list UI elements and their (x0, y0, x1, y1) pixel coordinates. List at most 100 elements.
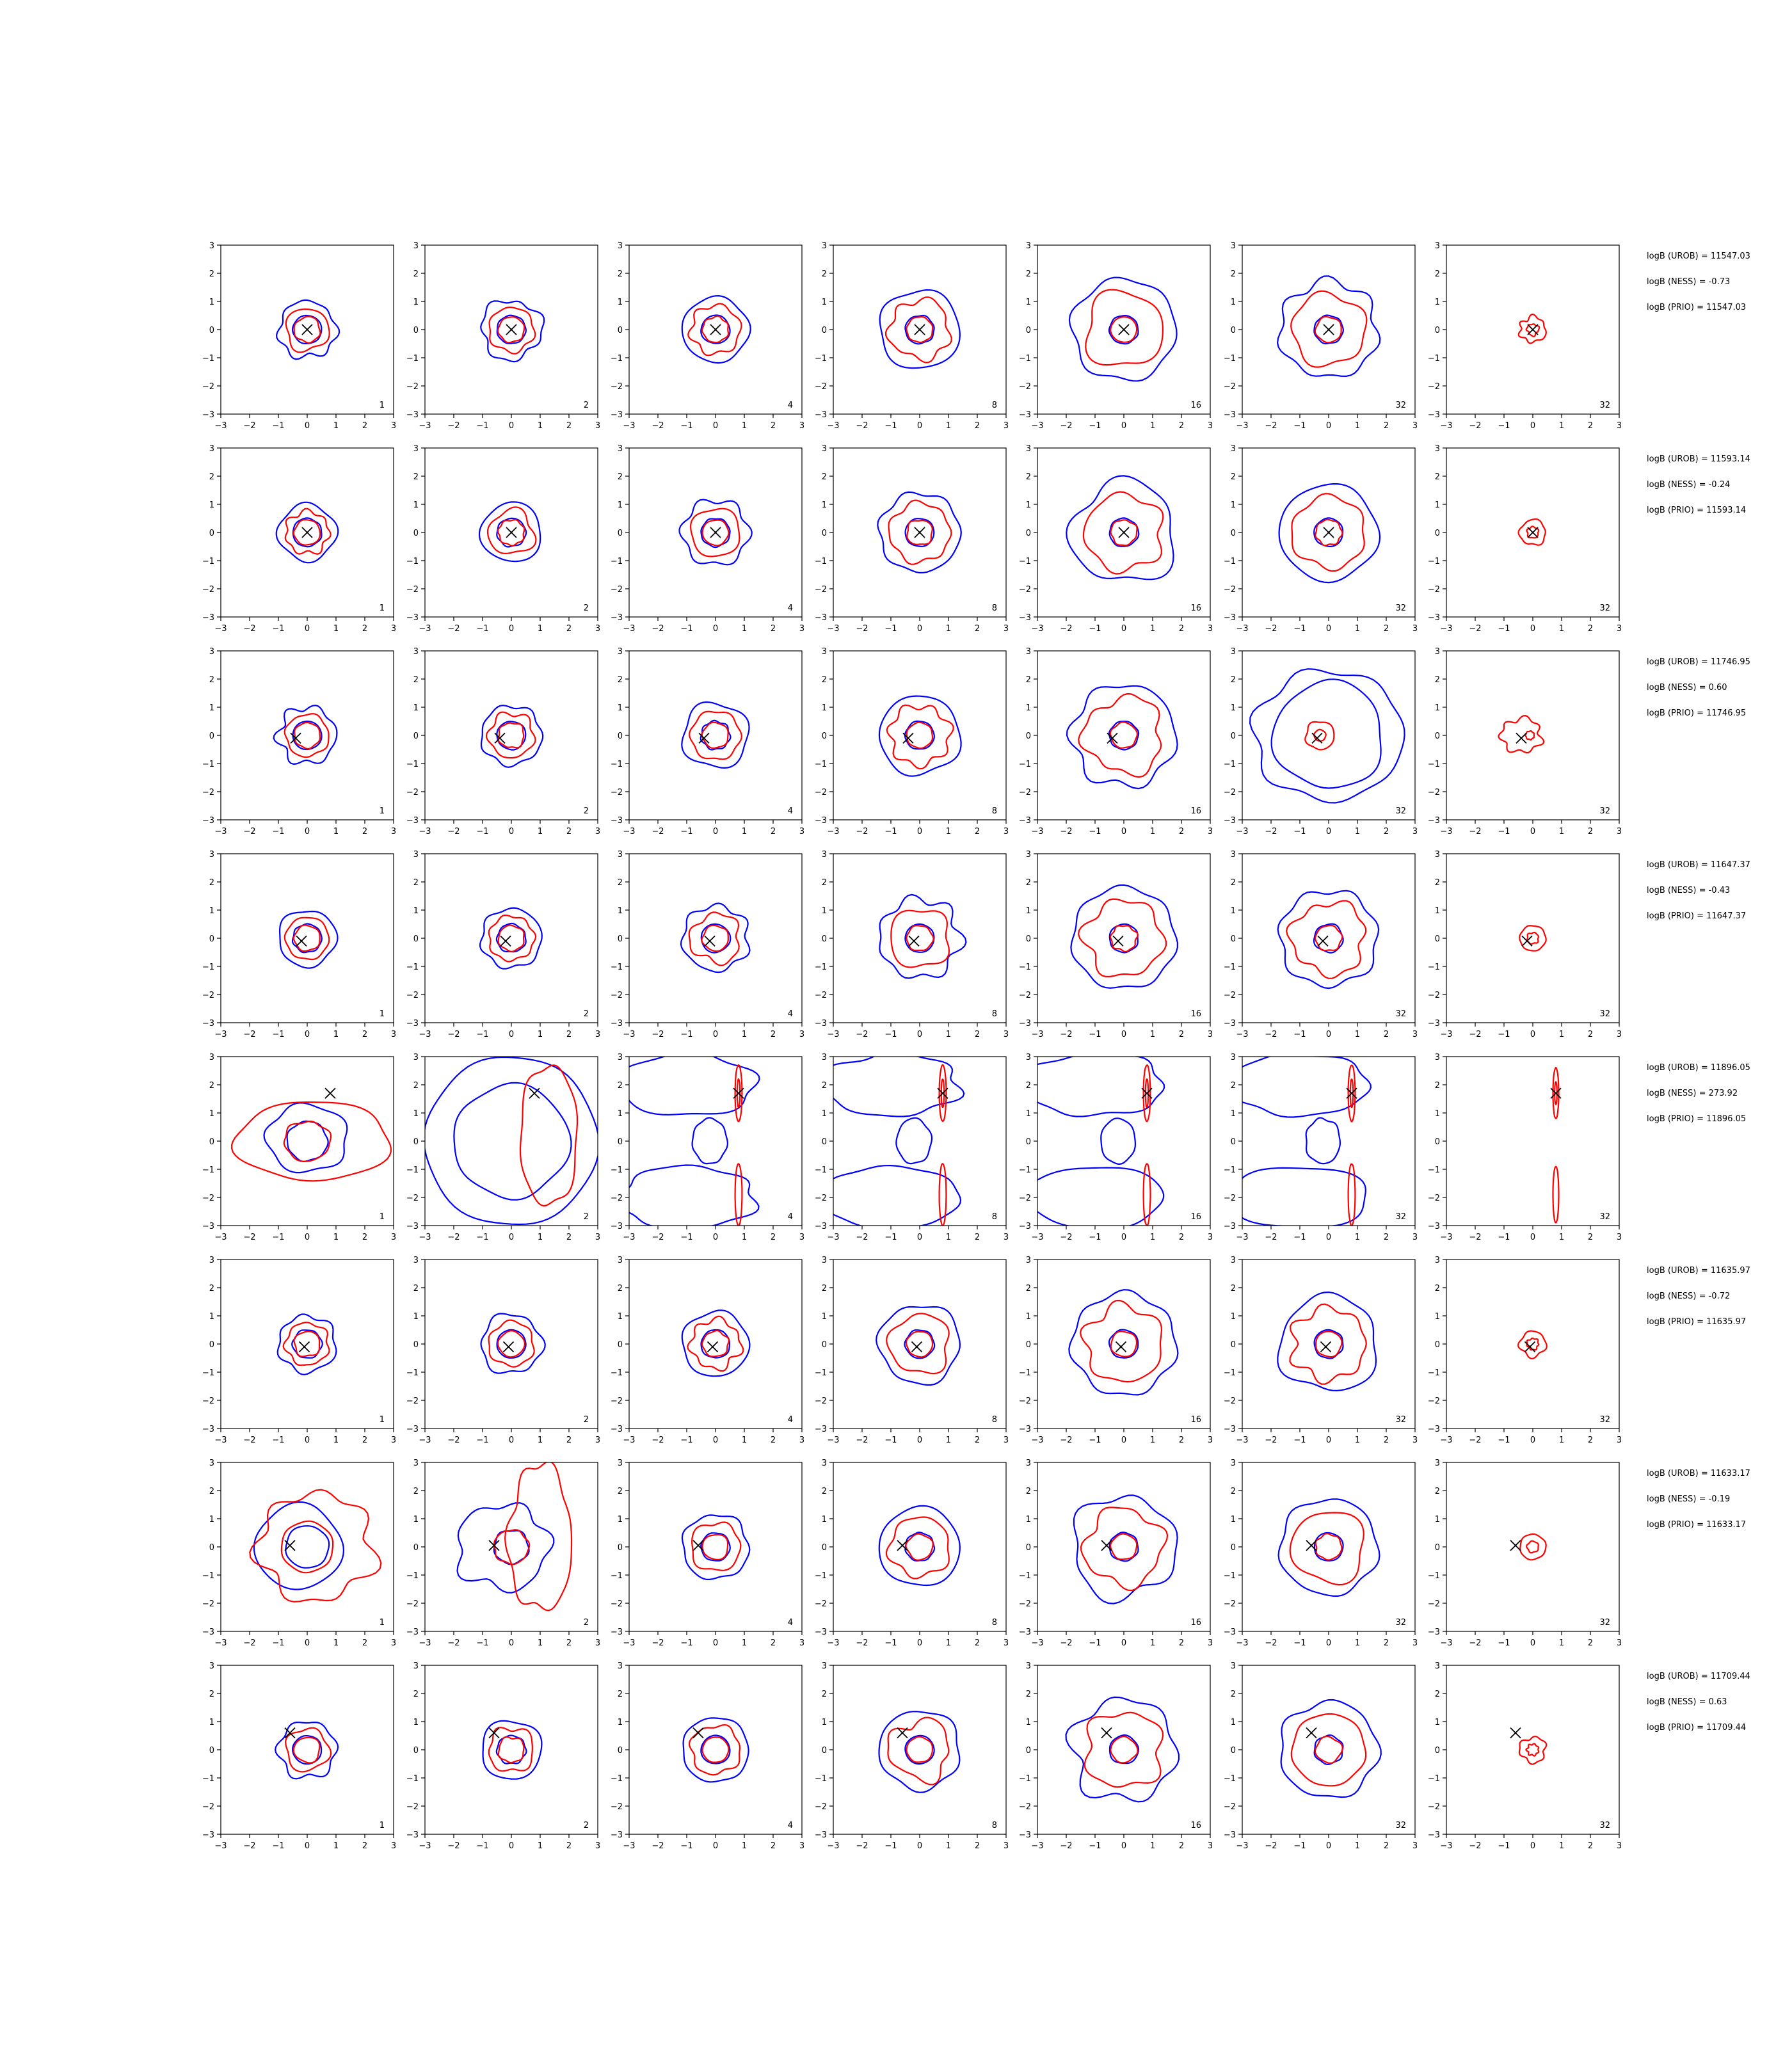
y-tick-label: −2 (611, 382, 623, 392)
x-tick-label: −3 (1236, 421, 1248, 431)
x-tick-label: −1 (272, 1233, 284, 1242)
red-contour (293, 316, 321, 344)
x-tick-label: −1 (884, 1233, 897, 1242)
x-tick-label: 1 (538, 1233, 543, 1242)
x-tick-label: 3 (595, 624, 600, 634)
red-contour (701, 1736, 730, 1763)
y-tick-label: 2 (1026, 1690, 1031, 1699)
subplot-label: 32 (1395, 604, 1406, 613)
subplot-r5-c3: −3 −2 −1 0 1 2 3 −3 −2 −1 0 1 2 3 4 (611, 1053, 804, 1242)
x-tick-label: 2 (1179, 421, 1184, 431)
y-tick-label: 2 (1435, 472, 1440, 482)
y-tick-label: 0 (1026, 934, 1031, 944)
x-tick-label: −1 (884, 1638, 897, 1648)
y-tick-label: −3 (611, 1628, 623, 1637)
blue-contour (700, 1734, 731, 1764)
x-tick-label: 3 (1004, 827, 1009, 836)
x-tick-label: 3 (1004, 1233, 1009, 1242)
x-tick-label: −1 (1498, 421, 1510, 431)
x-tick-label: 2 (566, 624, 572, 634)
blue-contour (292, 720, 323, 751)
blue-contour (456, 1502, 555, 1594)
blue-contour (1313, 1532, 1344, 1562)
logb-annotation: logB (NESS) = -0.72 (1647, 1292, 1731, 1301)
subplot-r8-c7: −3 −2 −1 0 1 2 3 −3 −2 −1 0 1 2 3 32 (1428, 1661, 1622, 1851)
red-contour (1142, 1163, 1151, 1226)
y-tick-label: 1 (1231, 1718, 1236, 1727)
x-tick-label: 2 (1384, 1436, 1389, 1445)
red-contour (283, 1120, 332, 1162)
y-tick-label: −3 (1428, 816, 1440, 826)
y-tick-label: −2 (406, 1802, 419, 1812)
blue-contour (878, 1505, 961, 1587)
blue-contour (1277, 1291, 1377, 1392)
y-tick-label: 3 (618, 1661, 623, 1671)
contour-lines (681, 294, 751, 364)
y-tick-label: −2 (815, 585, 827, 595)
y-tick-label: −2 (1019, 382, 1031, 392)
logb-annotation: logB (NESS) = -0.73 (1647, 277, 1731, 287)
contour-lines (681, 1309, 751, 1377)
red-contour (701, 924, 729, 952)
y-tick-label: 3 (209, 1053, 214, 1062)
y-tick-label: 0 (1026, 1746, 1031, 1756)
y-tick-label: 2 (618, 675, 623, 685)
axes-frame (1037, 1056, 1211, 1226)
x-tick-label: 0 (509, 1030, 514, 1039)
cross-marker (298, 1341, 310, 1353)
axes-frame (833, 650, 1007, 820)
y-tick-label: 2 (1231, 1690, 1236, 1699)
x-tick-label: 3 (1617, 1638, 1622, 1648)
cross-marker (733, 1087, 744, 1099)
axes-frame (1242, 1665, 1416, 1835)
subplot-label: 32 (1599, 1618, 1610, 1628)
y-tick-label: 1 (1026, 1515, 1031, 1524)
cross-marker (1527, 324, 1539, 335)
x-tick-label: 2 (362, 1030, 367, 1039)
logb-annotation: logB (PRIO) = 11647.37 (1647, 911, 1747, 921)
red-contour (1289, 1303, 1367, 1385)
x-tick-label: −2 (243, 1030, 255, 1039)
x-tick-label: −3 (623, 421, 635, 431)
x-tick-label: −3 (1440, 421, 1452, 431)
y-tick-label: 3 (1026, 444, 1031, 454)
x-tick-label: −1 (272, 624, 284, 634)
y-tick-label: −1 (815, 1774, 827, 1784)
x-tick-label: −3 (419, 827, 431, 836)
x-tick-label: 1 (1559, 421, 1564, 431)
red-contour (504, 1462, 573, 1612)
y-tick-label: −2 (1428, 1194, 1440, 1203)
cross-marker (1510, 1540, 1521, 1551)
y-tick-label: −1 (406, 557, 419, 566)
x-tick-label: 0 (1326, 624, 1331, 634)
y-tick-label: 1 (413, 703, 419, 713)
red-contour (1078, 692, 1162, 778)
red-contour (1347, 1163, 1356, 1226)
y-tick-label: −1 (611, 557, 623, 566)
x-tick-label: 1 (1150, 1638, 1155, 1648)
x-tick-label: 1 (742, 1436, 747, 1445)
subplot-label: 16 (1190, 1821, 1201, 1830)
subplot-r4-c2: −3 −2 −1 0 1 2 3 −3 −2 −1 0 1 2 3 2 (406, 850, 600, 1039)
blue-contour (425, 1057, 598, 1226)
subplot-r6-c3: −3 −2 −1 0 1 2 3 −3 −2 −1 0 1 2 3 4 (611, 1256, 804, 1445)
cross-marker (324, 1087, 336, 1099)
cross-marker (296, 935, 307, 947)
y-tick-label: 2 (209, 472, 214, 482)
x-tick-label: 0 (1326, 1233, 1331, 1242)
subplot-label: 4 (788, 1009, 793, 1019)
y-tick-label: −3 (1224, 1019, 1236, 1028)
red-contour (497, 1736, 525, 1764)
y-tick-label: 1 (618, 703, 623, 713)
y-tick-label: −3 (406, 1425, 419, 1434)
y-tick-label: −1 (202, 963, 214, 972)
subplot-label: 8 (992, 1821, 997, 1830)
x-tick-label: −1 (272, 421, 284, 431)
y-tick-label: 1 (1026, 298, 1031, 307)
contour-lines (1073, 1494, 1178, 1604)
subplot-label: 4 (788, 1821, 793, 1830)
blue-contour (879, 289, 961, 369)
red-contour (906, 1736, 933, 1763)
y-tick-label: 1 (209, 906, 214, 916)
